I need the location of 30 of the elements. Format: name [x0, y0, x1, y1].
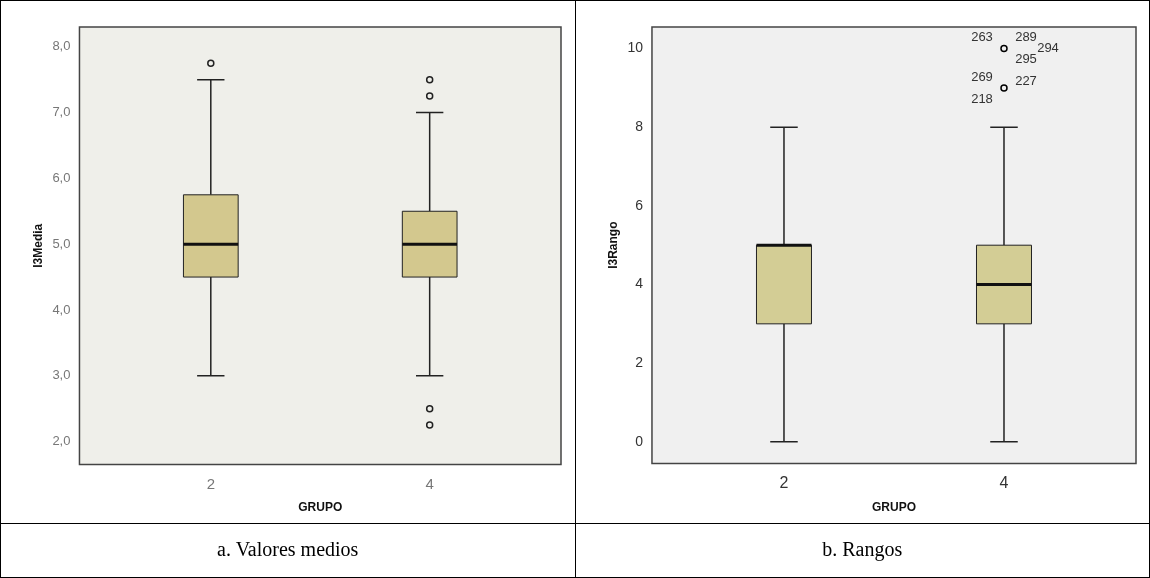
y-tick-label: 5,0 [52, 235, 71, 251]
annotation: 289 [1014, 29, 1037, 45]
x-axis-title: GRUPO [298, 500, 343, 515]
y-tick-label: 8,0 [52, 38, 71, 54]
x-tick-label: 4 [999, 474, 1009, 492]
y-tick-label: 6 [634, 196, 643, 213]
x-tick-label: 2 [206, 474, 215, 492]
y-axis-title: I3Rango [605, 221, 620, 269]
x-axis-title: GRUPO [871, 500, 916, 515]
annotation: 295 [1014, 51, 1037, 67]
y-tick-label: 8 [634, 118, 643, 135]
annotation: 294 [1036, 40, 1059, 56]
x-tick-label: 4 [425, 474, 434, 492]
y-tick-label: 7,0 [52, 104, 71, 120]
text: b. Rangos [575, 523, 1149, 578]
x-tick-label: 2 [779, 474, 789, 492]
annotation: 227 [1014, 72, 1037, 88]
y-tick-label: 2,0 [52, 433, 71, 449]
y-tick-label: 4,0 [52, 301, 71, 317]
y-axis-title: I3Media [30, 223, 45, 268]
annotation: 263 [970, 29, 993, 45]
y-tick-label: 3,0 [52, 367, 71, 383]
annotation: 269 [970, 68, 993, 84]
y-tick-label: 4 [634, 275, 643, 292]
y-tick-label: 10 [626, 39, 643, 56]
annotation: 218 [970, 90, 993, 106]
y-tick-label: 6,0 [52, 169, 71, 185]
y-tick-label: 0 [634, 432, 643, 449]
y-tick-label: 2 [634, 354, 643, 371]
text: a. Valores medios [1, 523, 575, 578]
